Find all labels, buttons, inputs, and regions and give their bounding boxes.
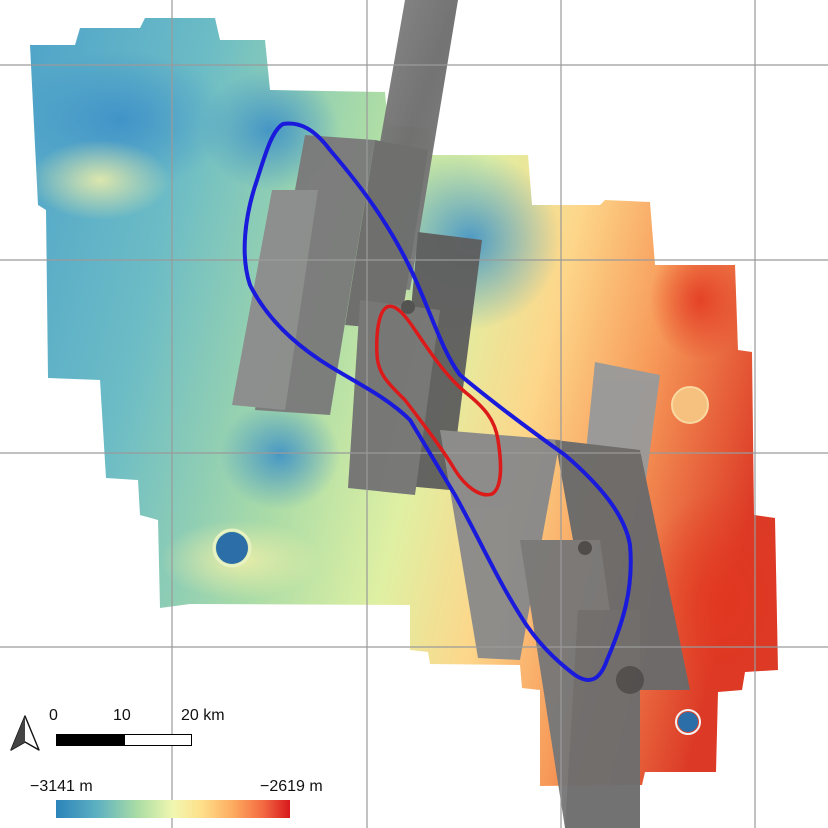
legend-min-label: −3141 m <box>30 778 93 795</box>
north-arrow-icon <box>10 715 40 751</box>
scale-tick-20: 20 km <box>181 707 225 724</box>
scale-tick-10: 10 <box>113 707 131 724</box>
outer-region-outline <box>242 121 633 682</box>
crater-feature <box>216 532 248 564</box>
legend-max-label: −2619 m <box>260 778 323 795</box>
scale-tick-0: 0 <box>49 707 58 724</box>
inner-region-outline <box>375 304 503 497</box>
legend-colorbar <box>56 800 290 818</box>
scale-bar-graphic <box>56 734 192 746</box>
